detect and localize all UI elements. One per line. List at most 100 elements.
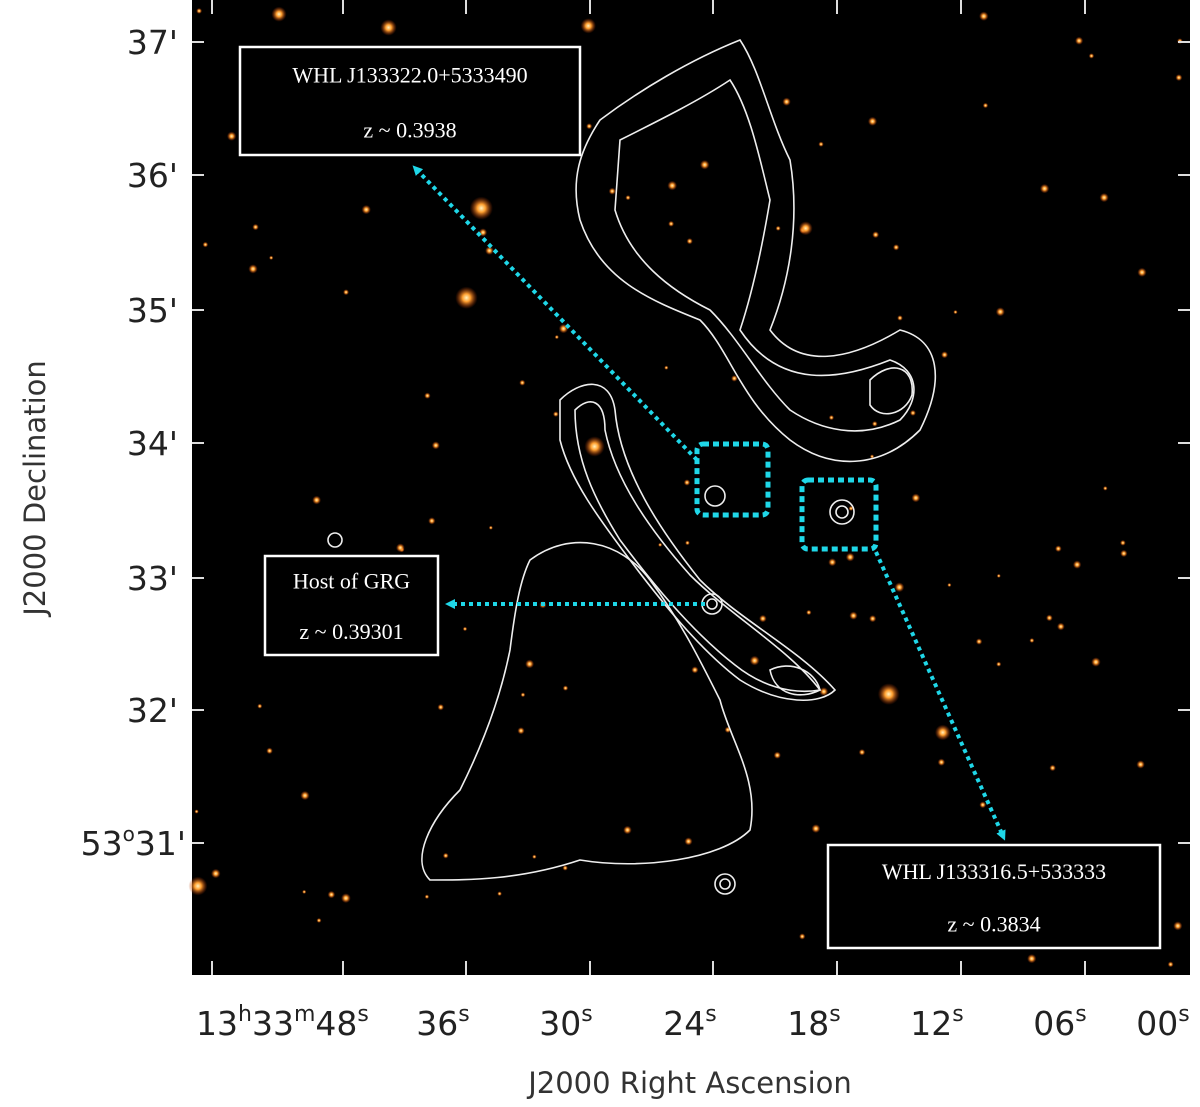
star — [380, 19, 397, 36]
star — [312, 495, 322, 505]
star — [845, 552, 855, 562]
star — [455, 286, 478, 309]
star — [488, 525, 493, 530]
star — [1029, 637, 1035, 643]
x-tick-label: 12s — [910, 1002, 963, 1043]
tick-part: 48 — [315, 1004, 357, 1043]
star — [658, 542, 663, 547]
image-area — [192, 0, 1190, 975]
star — [437, 703, 444, 711]
star — [828, 558, 837, 567]
star — [819, 687, 829, 696]
star — [937, 758, 946, 766]
tick-part: 13 — [196, 1004, 238, 1043]
star — [828, 414, 835, 421]
y-tick-label: 35' — [127, 291, 178, 330]
star — [775, 225, 781, 231]
star — [1049, 764, 1056, 772]
star — [248, 264, 258, 274]
tick-part: 00 — [1136, 1004, 1178, 1043]
x-tick-label: 18s — [787, 1002, 840, 1043]
star — [996, 573, 1001, 578]
star — [226, 131, 237, 141]
star — [340, 893, 351, 904]
annotations: WHL J133322.0+5333490 z ~ 0.3938 Host of G… — [238, 45, 1162, 950]
star — [252, 223, 259, 231]
x-tick-label: 00s — [1136, 1002, 1189, 1043]
tick-part: 33 — [252, 1004, 294, 1043]
star — [428, 517, 436, 525]
star — [1175, 74, 1183, 82]
star — [1075, 36, 1084, 45]
star — [759, 614, 767, 623]
tick-part: s — [357, 1002, 368, 1027]
cluster-box — [694, 441, 771, 518]
star — [1072, 560, 1082, 569]
star — [485, 246, 494, 255]
star — [431, 441, 440, 450]
star — [257, 703, 263, 709]
star — [586, 123, 593, 130]
x-axis-label: J2000 Right Ascension — [526, 1066, 852, 1100]
tick-part: 37' — [127, 23, 178, 62]
star — [685, 540, 690, 546]
star — [562, 865, 568, 871]
star — [877, 683, 900, 705]
star — [667, 180, 678, 191]
annotation-box — [826, 843, 1162, 950]
star — [869, 615, 877, 623]
star — [442, 852, 449, 859]
star — [520, 692, 526, 698]
star — [686, 238, 693, 245]
star — [625, 195, 631, 201]
star — [1120, 549, 1128, 558]
star — [1099, 192, 1109, 203]
star — [982, 102, 989, 109]
star — [469, 196, 493, 220]
redshift: z ~ 0.3834 — [947, 912, 1040, 937]
x-tick-label: 30s — [539, 1002, 592, 1043]
star — [1167, 961, 1174, 968]
star — [872, 231, 880, 239]
tick-part: 24 — [663, 1004, 705, 1043]
star — [300, 790, 310, 801]
tick-part: 33' — [127, 559, 178, 598]
star — [424, 392, 431, 399]
star — [731, 375, 738, 382]
tick-part: 31' — [135, 824, 186, 863]
star — [202, 241, 209, 248]
star — [1136, 760, 1145, 769]
star — [361, 204, 371, 215]
star — [979, 801, 987, 809]
star — [1088, 53, 1095, 59]
tick-part: 30 — [539, 1004, 581, 1043]
star — [664, 365, 669, 370]
star — [892, 244, 900, 251]
tick-part: 36 — [416, 1004, 458, 1043]
tick-part: s — [1075, 1002, 1086, 1027]
star — [818, 141, 824, 147]
star — [1039, 183, 1050, 194]
star — [1027, 954, 1037, 964]
tick-part: 12 — [910, 1004, 952, 1043]
tick-part: 06 — [1033, 1004, 1075, 1043]
star — [211, 868, 221, 879]
star — [811, 824, 821, 834]
y-tick-label: 36' — [127, 156, 178, 195]
cluster-name: WHL J133316.5+533333 — [882, 859, 1106, 884]
tick-part: s — [1178, 1002, 1189, 1027]
annotation-box — [238, 45, 582, 157]
x-tick-label: 36s — [416, 1002, 469, 1043]
star — [580, 18, 596, 34]
star — [194, 809, 199, 814]
tick-part: s — [705, 1002, 716, 1027]
star — [699, 159, 710, 170]
star — [909, 409, 916, 416]
star — [316, 917, 322, 923]
star — [897, 315, 903, 321]
star — [871, 421, 878, 427]
star — [806, 609, 812, 616]
star — [996, 661, 1002, 667]
star — [975, 638, 983, 645]
